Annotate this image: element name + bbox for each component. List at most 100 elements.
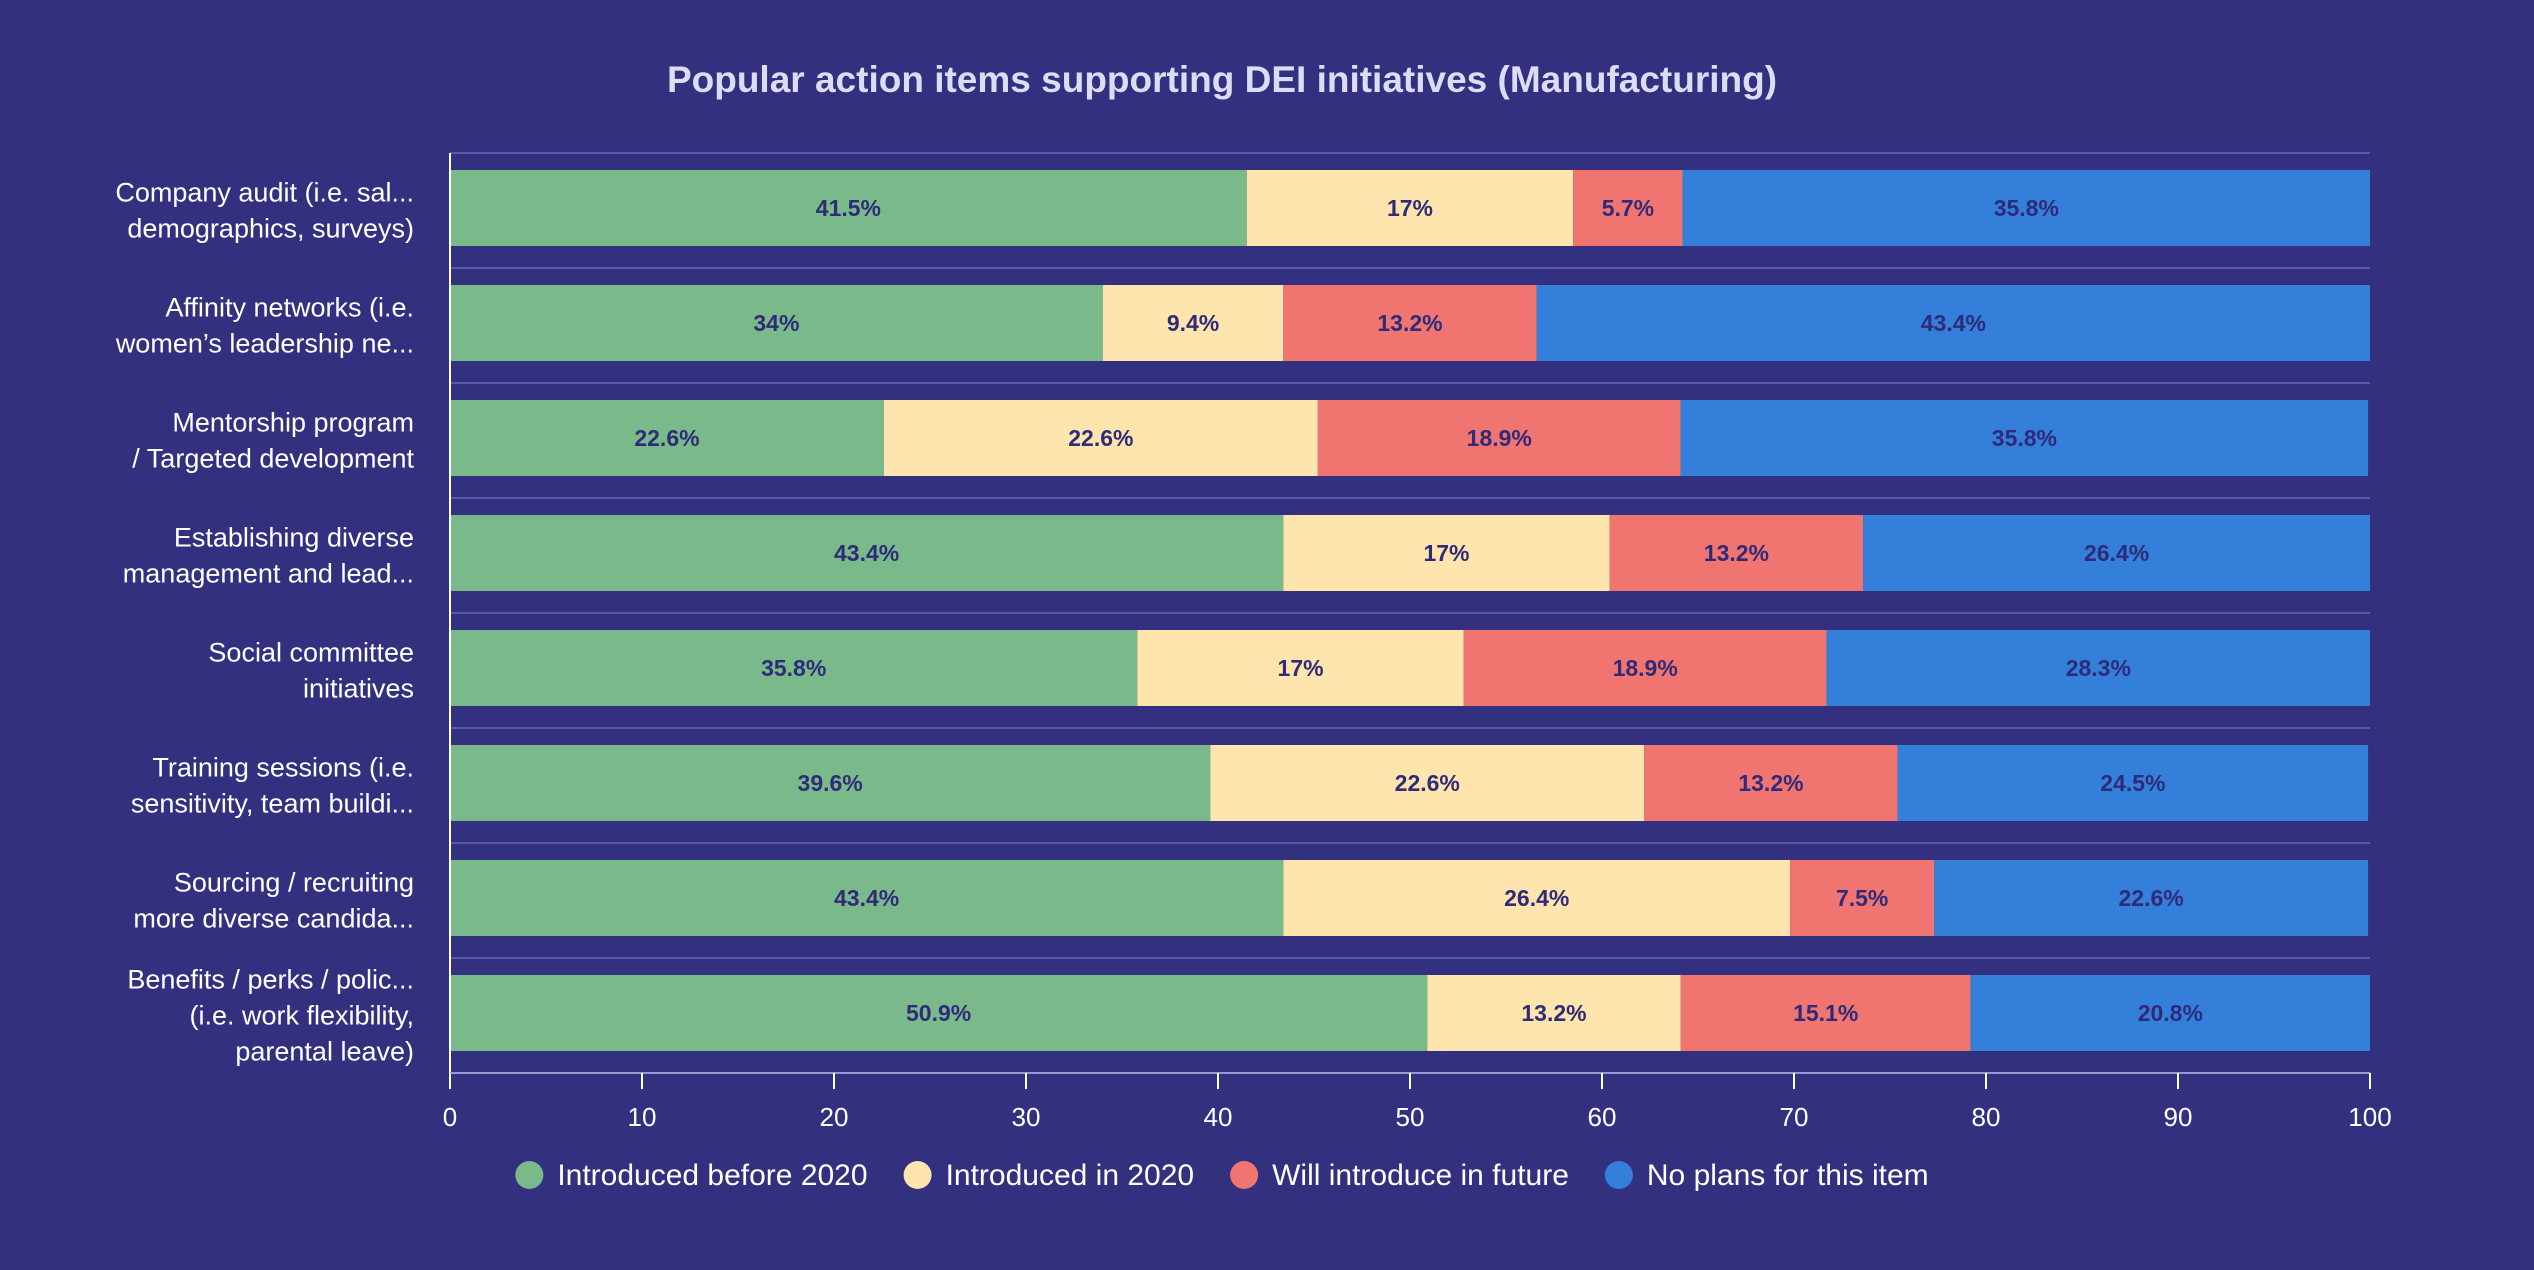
bar-segment: [450, 170, 1247, 246]
bar-segment: [1682, 170, 2370, 246]
data-label: 50.9%: [906, 1000, 971, 1026]
bar-segment: [1644, 745, 1898, 821]
legend: Introduced before 2020 Introduced in 2020…: [515, 1159, 1929, 1192]
bars: 41.5% 17% 5.7% 35.8% 34% 9.4% 13.2% 43.4% 22.6% 2…: [450, 170, 2370, 1051]
data-label: 39.6%: [798, 770, 863, 796]
bar-segment: [1897, 745, 2369, 821]
category-label: Sourcing / recruiting more diverse candid…: [133, 868, 414, 934]
bar-segment: [1427, 975, 1681, 1051]
category-label: Benefits / perks / polic... (i.e. work fl…: [127, 965, 414, 1067]
data-label: 26.4%: [1504, 885, 1569, 911]
data-label: 5.7%: [1602, 195, 1654, 221]
bar-segment: [1283, 860, 1791, 936]
x-tick-label: 60: [1588, 1102, 1617, 1132]
bar-segment: [1790, 860, 1935, 936]
bar-segment: [450, 860, 1284, 936]
data-label: 22.6%: [1395, 770, 1460, 796]
legend-swatch: [515, 1161, 544, 1189]
data-label: 7.5%: [1836, 885, 1888, 911]
data-label: 34%: [753, 310, 799, 336]
data-label: 17%: [1278, 655, 1324, 681]
legend-swatch: [1230, 1161, 1259, 1189]
bar-segment: [1970, 975, 2370, 1051]
bar-segment: [450, 515, 1284, 591]
legend-label: No plans for this item: [1647, 1159, 1929, 1192]
legend-item: Will introduce in future: [1230, 1159, 1569, 1192]
bar-segment: [1137, 630, 1464, 706]
data-label: 22.6%: [634, 425, 699, 451]
x-tick-label: 70: [1780, 1102, 1809, 1132]
data-label: 35.8%: [1992, 425, 2057, 451]
legend-swatch: [1604, 1161, 1633, 1189]
data-label: 18.9%: [1613, 655, 1678, 681]
data-label: 41.5%: [816, 195, 881, 221]
x-tick-label: 80: [1972, 1102, 2001, 1132]
bar-segment: [1680, 975, 1971, 1051]
bar-segment: [1680, 400, 2369, 476]
data-label: 13.2%: [1704, 540, 1769, 566]
bar-segment: [450, 975, 1428, 1051]
x-tick-label: 20: [820, 1102, 849, 1132]
category-label: Social committee initiatives: [208, 638, 414, 704]
bar-segment: [1283, 285, 1537, 361]
category-labels: Company audit (i.e. sal... demographics, …: [115, 178, 415, 1067]
data-label: 26.4%: [2084, 540, 2149, 566]
bar-segment: [1863, 515, 2370, 591]
bar-segment: [883, 400, 1318, 476]
data-label: 35.8%: [761, 655, 826, 681]
legend-swatch: [903, 1161, 932, 1189]
bar-segment: [1536, 285, 2370, 361]
bar-segment: [1317, 400, 1681, 476]
legend-item: Introduced before 2020: [515, 1159, 868, 1192]
data-label: 22.6%: [2119, 885, 2184, 911]
data-label: 18.9%: [1467, 425, 1532, 451]
bar-segment: [1210, 745, 1645, 821]
x-tick-label: 90: [2164, 1102, 2193, 1132]
data-label: 24.5%: [2100, 770, 2165, 796]
bar-segment: [450, 400, 884, 476]
category-label: Affinity networks (i.e. women’s leadershi…: [115, 293, 414, 359]
bar-segment: [1609, 515, 1864, 591]
bar-segment: [450, 745, 1211, 821]
data-label: 13.2%: [1521, 1000, 1586, 1026]
bar-segment: [1102, 285, 1284, 361]
x-axis: 0 10 20 30 40 50 60 70 80 90 100: [443, 153, 2392, 1132]
data-label: 13.2%: [1738, 770, 1803, 796]
data-label: 35.8%: [1994, 195, 2059, 221]
x-tick-label: 0: [443, 1102, 457, 1132]
category-label: Training sessions (i.e. sensitivity, team…: [131, 753, 414, 819]
data-label: 28.3%: [2066, 655, 2131, 681]
x-tick-label: 10: [628, 1102, 657, 1132]
bar-segment: [1826, 630, 2370, 706]
legend-label: Will introduce in future: [1272, 1159, 1569, 1192]
data-label: 15.1%: [1793, 1000, 1858, 1026]
bar-segment: [450, 285, 1103, 361]
bar-segment: [1246, 170, 1574, 246]
data-label: 13.2%: [1377, 310, 1442, 336]
bar-segment: [1573, 170, 1683, 246]
x-tick-label: 40: [1204, 1102, 1233, 1132]
data-label: 17%: [1423, 540, 1469, 566]
legend-label: Introduced in 2020: [946, 1159, 1195, 1192]
data-label: 43.4%: [1921, 310, 1986, 336]
x-tick-label: 50: [1396, 1102, 1425, 1132]
data-label: 20.8%: [2138, 1000, 2203, 1026]
x-tick-label: 30: [1012, 1102, 1041, 1132]
category-label: Mentorship program / Targeted development: [132, 408, 414, 474]
bar-segment: [1934, 860, 2369, 936]
chart-title: Popular action items supporting DEI init…: [667, 59, 1777, 100]
data-label: 9.4%: [1167, 310, 1219, 336]
category-label: Establishing diverse management and lead.…: [123, 523, 414, 589]
legend-label: Introduced before 2020: [557, 1159, 867, 1192]
bar-segment: [450, 630, 1138, 706]
legend-item: Introduced in 2020: [903, 1159, 1195, 1192]
bar-segment: [1283, 515, 1610, 591]
gridlines: [450, 152, 2370, 959]
data-label: 17%: [1387, 195, 1433, 221]
legend-item: No plans for this item: [1604, 1159, 1929, 1192]
data-label: 22.6%: [1068, 425, 1133, 451]
x-tick-label: 100: [2348, 1102, 2391, 1132]
bar-segment: [1463, 630, 1827, 706]
data-label: 43.4%: [834, 885, 899, 911]
